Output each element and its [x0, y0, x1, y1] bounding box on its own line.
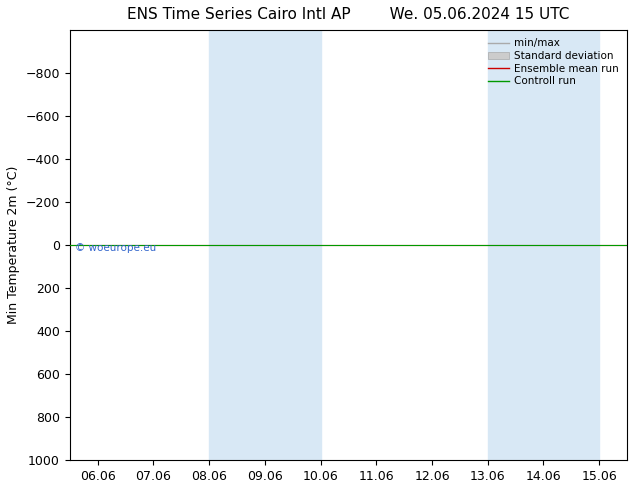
Legend: min/max, Standard deviation, Ensemble mean run, Controll run: min/max, Standard deviation, Ensemble me… — [485, 35, 622, 89]
Bar — [488, 30, 599, 460]
Y-axis label: Min Temperature 2m (°C): Min Temperature 2m (°C) — [7, 166, 20, 324]
Text: © woeurope.eu: © woeurope.eu — [75, 243, 157, 253]
Title: ENS Time Series Cairo Intl AP        We. 05.06.2024 15 UTC: ENS Time Series Cairo Intl AP We. 05.06.… — [127, 7, 569, 22]
Bar — [209, 30, 321, 460]
